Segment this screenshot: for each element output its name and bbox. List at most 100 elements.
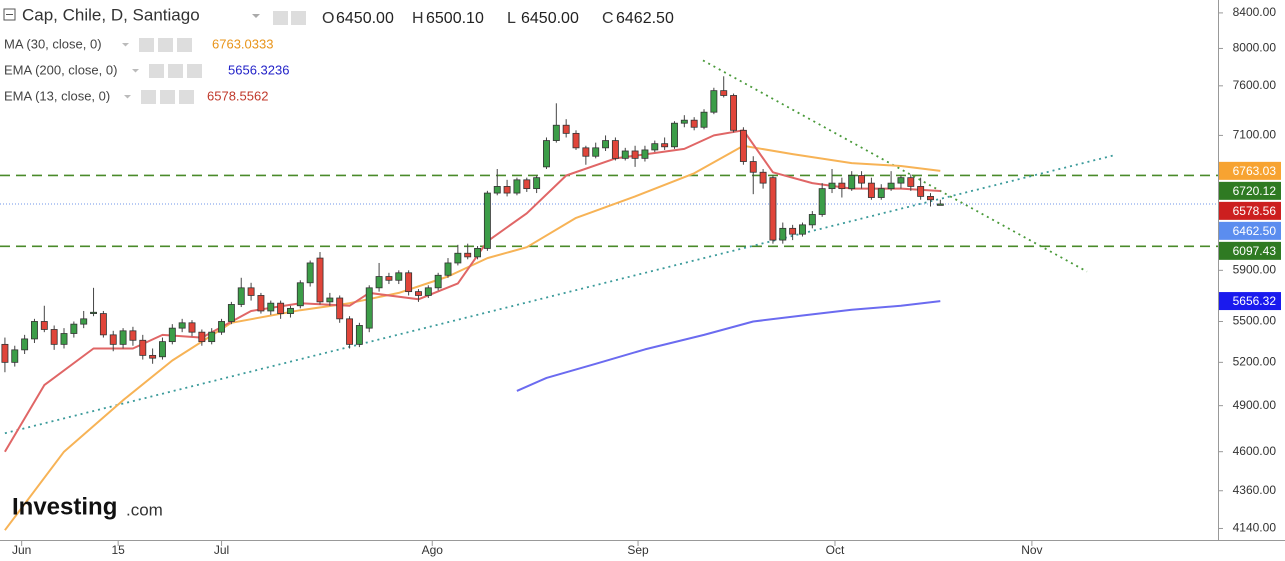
- price-badge: [1219, 201, 1281, 220]
- price-badge-label: 6763.03: [1233, 164, 1277, 178]
- legend-dropdown: [124, 95, 131, 99]
- ohlc-value: 6450.00: [521, 10, 579, 27]
- x-tick-label: Jun: [12, 543, 31, 557]
- candle-body: [867, 182, 875, 198]
- legend-value: 6578.5562: [207, 88, 268, 103]
- candle-body: [168, 327, 176, 343]
- candle-body: [611, 140, 619, 159]
- candle-body: [129, 330, 137, 341]
- candle-body: [267, 302, 275, 312]
- y-tick-label: 8000.00: [1233, 41, 1277, 55]
- legend-icon[interactable]: [291, 11, 306, 25]
- collapse-icon[interactable]: [3, 8, 16, 21]
- legend-icon[interactable]: [187, 64, 202, 78]
- candle-body: [483, 192, 491, 249]
- trendline: [702, 59, 1088, 273]
- candle-body: [523, 179, 531, 190]
- legend-icon[interactable]: [177, 38, 192, 52]
- trendline: [4, 154, 1115, 435]
- y-tick-label: 5500.00: [1233, 314, 1277, 328]
- legend-icon[interactable]: [179, 90, 194, 104]
- candle-body: [257, 295, 265, 312]
- legend-name: EMA (13, close, 0): [4, 88, 110, 103]
- candle-body: [720, 90, 728, 96]
- candle-body: [277, 302, 285, 314]
- legend-icon[interactable]: [273, 11, 288, 25]
- candle-body: [21, 338, 29, 351]
- candle-body: [415, 291, 422, 296]
- price-badge: [1219, 161, 1281, 180]
- candle-body: [739, 129, 747, 162]
- candle-body: [602, 140, 610, 149]
- candle-body: [927, 195, 934, 201]
- candle-body: [90, 311, 97, 314]
- candle-body: [346, 318, 353, 345]
- legend-icon[interactable]: [141, 90, 156, 104]
- candle-body: [287, 307, 294, 314]
- legend-value: 5656.3236: [228, 62, 289, 77]
- ohlc-value: 6450.00: [336, 10, 394, 27]
- candle-body: [434, 274, 442, 289]
- ohlc-value: 6500.10: [426, 10, 484, 27]
- y-tick-label: 4600.00: [1233, 444, 1277, 458]
- candle-body: [336, 297, 344, 320]
- x-tick-label: 15: [111, 543, 125, 557]
- legend-dropdown: [122, 43, 129, 47]
- candle-body: [621, 150, 629, 159]
- candle-body: [710, 90, 718, 113]
- y-tick-label: 4140.00: [1233, 521, 1277, 535]
- candle-body: [513, 179, 521, 194]
- plot-area: [0, 59, 1218, 531]
- candle-body: [198, 331, 206, 343]
- candle-body: [572, 132, 580, 149]
- candle-body: [316, 257, 324, 303]
- candle-body: [306, 262, 314, 284]
- price-badge-label: 5656.32: [1233, 294, 1277, 308]
- candle-body: [395, 272, 403, 281]
- x-tick-label: Oct: [826, 543, 845, 557]
- candle-body: [1, 343, 9, 363]
- price-badge: [1219, 241, 1281, 260]
- ohlc-value: 6462.50: [616, 10, 674, 27]
- candle-body: [936, 203, 944, 206]
- candle-body: [877, 188, 885, 198]
- price-badge: [1219, 292, 1281, 311]
- candle-body: [237, 287, 245, 305]
- candle-body: [464, 252, 472, 258]
- price-badge-label: 6720.12: [1233, 184, 1277, 198]
- candle-body: [671, 122, 678, 148]
- price-badge-label: 6578.56: [1233, 204, 1277, 218]
- legend-icon[interactable]: [158, 38, 173, 52]
- candle-body: [582, 147, 590, 157]
- legend-icon[interactable]: [168, 64, 183, 78]
- candle-body: [680, 119, 688, 124]
- candle-body: [149, 354, 157, 359]
- candle-body: [70, 323, 78, 334]
- price-badge-label: 6097.43: [1233, 244, 1277, 258]
- y-tick-label: 7600.00: [1233, 78, 1277, 92]
- candle-body: [562, 124, 570, 134]
- candle-body: [552, 124, 560, 141]
- candle-body: [11, 349, 19, 363]
- price-badge: [1219, 181, 1281, 200]
- candle-body: [917, 186, 925, 197]
- candle-body: [139, 339, 147, 356]
- legend-icon[interactable]: [139, 38, 154, 52]
- candle-body: [641, 149, 649, 159]
- candle-body: [80, 318, 88, 325]
- candle-body: [759, 171, 767, 184]
- candle-body: [218, 321, 225, 333]
- candle-body: [789, 227, 797, 235]
- legend-icon[interactable]: [160, 90, 175, 104]
- logo-name: Investing: [12, 493, 117, 520]
- candle-body: [533, 177, 541, 190]
- candle-body: [424, 287, 432, 296]
- legend-name: MA (30, close, 0): [4, 36, 102, 51]
- candle-body: [848, 175, 856, 190]
- candle-body: [355, 325, 363, 345]
- legend-icon[interactable]: [149, 64, 164, 78]
- candle-body: [858, 175, 866, 184]
